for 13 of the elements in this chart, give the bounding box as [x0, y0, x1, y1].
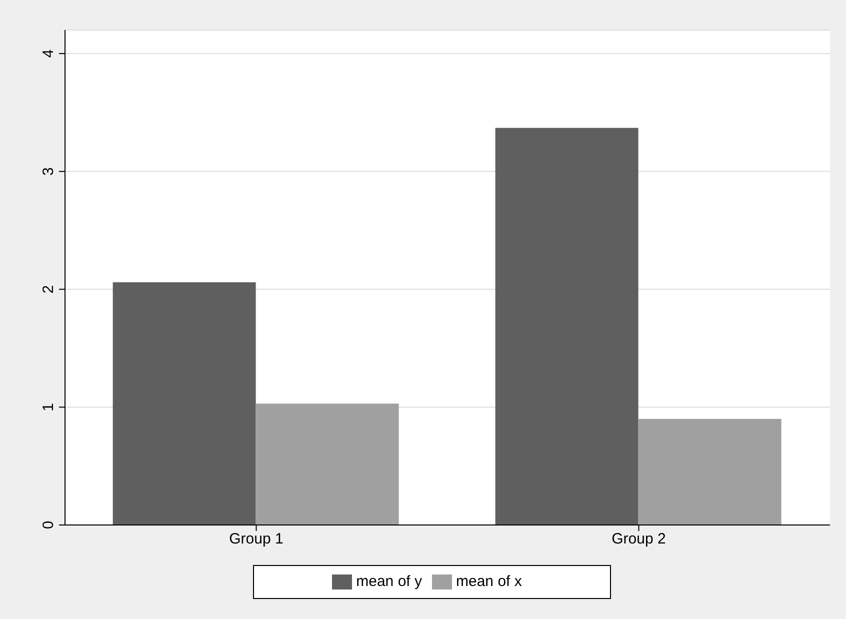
x-tick-label: Group 1 [229, 530, 284, 548]
legend-label: mean of y [356, 572, 422, 590]
y-tick-label: 2 [40, 285, 57, 294]
y-tick-label: 3 [40, 167, 57, 176]
y-tick-label: 4 [40, 49, 57, 58]
legend-label: mean of x [456, 572, 522, 590]
bar [638, 418, 782, 525]
y-tick-label: 1 [40, 402, 57, 412]
x-tick-label: Group 2 [612, 530, 666, 548]
bar [256, 404, 399, 525]
bar [112, 282, 256, 525]
bar [495, 128, 638, 525]
y-tick-label: 0 [40, 520, 57, 530]
